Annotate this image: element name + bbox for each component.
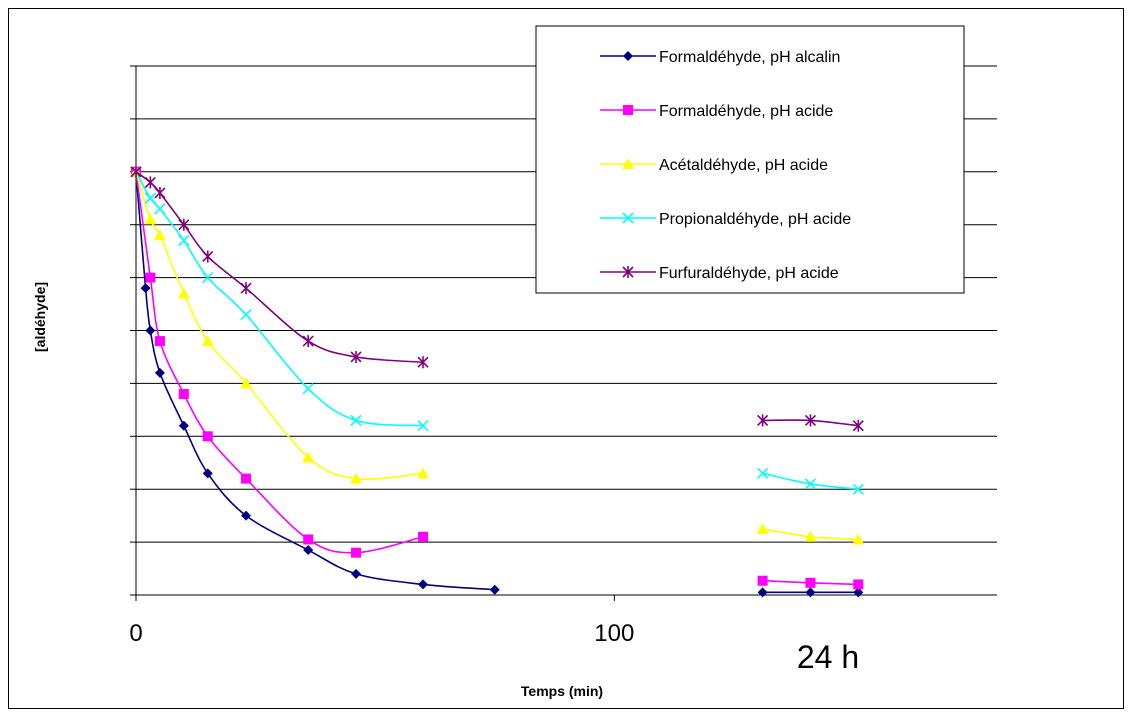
data-point <box>417 467 429 479</box>
data-point <box>153 229 166 241</box>
data-point <box>852 483 864 495</box>
data-point <box>350 350 362 363</box>
data-point <box>302 451 315 463</box>
data-point <box>178 420 189 431</box>
data-point <box>241 510 252 521</box>
data-point <box>130 165 142 178</box>
data-point <box>756 522 769 534</box>
data-point <box>202 468 213 479</box>
y-axis-title: [aldéhyde] <box>32 282 48 352</box>
series-5 <box>130 165 864 432</box>
x-tick-label: 0 <box>129 620 142 647</box>
data-point <box>303 545 314 556</box>
data-point <box>804 414 817 427</box>
data-point <box>154 203 166 215</box>
legend-item: Furfuraldéhyde, pH acide <box>600 265 839 282</box>
legend-label: Formaldéhyde, pH acide <box>659 103 833 120</box>
legend-box <box>535 25 965 294</box>
tick-labels: 0 100 <box>129 620 634 647</box>
data-point <box>302 335 314 348</box>
data-point <box>417 420 429 432</box>
legend-item: Propionaldéhyde, pH acide <box>600 211 851 228</box>
data-point <box>303 534 314 545</box>
data-point <box>202 272 214 284</box>
data-point <box>178 388 189 399</box>
legend-swatch-marker <box>623 51 633 61</box>
series-1 <box>131 166 864 598</box>
data-point <box>805 577 816 588</box>
data-point <box>154 336 165 347</box>
data-point <box>757 575 768 586</box>
data-point <box>201 335 214 347</box>
legend-swatch-marker <box>622 158 634 169</box>
data-point <box>145 325 156 336</box>
data-point <box>757 587 768 598</box>
series-line-4-late <box>762 472 859 490</box>
legend-label: Formaldéhyde, pH alcalin <box>659 49 840 66</box>
data-point <box>302 383 314 395</box>
data-point <box>140 283 151 294</box>
legend-swatch-marker <box>622 212 634 224</box>
legend-label: Acétaldéhyde, pH acide <box>659 157 828 174</box>
series-line-5-early <box>135 171 424 364</box>
data-point <box>144 213 157 225</box>
data-point <box>178 235 190 247</box>
data-point <box>417 356 429 369</box>
data-point <box>202 250 214 263</box>
data-point <box>757 414 769 427</box>
data-point <box>154 186 166 199</box>
data-point <box>853 587 864 598</box>
annotation-24h: 24 h <box>797 639 859 675</box>
data-point <box>489 584 500 595</box>
data-point <box>240 377 253 389</box>
data-point <box>804 478 817 490</box>
x-axis-title: Temps (min) <box>521 683 603 699</box>
data-point <box>240 309 252 321</box>
series-line-4-early <box>135 171 424 427</box>
data-point <box>144 176 156 189</box>
series-3 <box>130 165 865 545</box>
data-point <box>757 467 769 479</box>
data-point <box>805 587 816 598</box>
data-point <box>418 579 428 590</box>
data-point <box>852 419 864 432</box>
data-point <box>350 472 363 484</box>
data-point <box>241 473 252 484</box>
legend: Formaldéhyde, pH alcalin Formaldéhyde, pH… <box>535 25 965 294</box>
data-point <box>351 547 362 558</box>
series-group <box>130 165 865 598</box>
data-point <box>178 218 190 231</box>
legend-item: Acétaldéhyde, pH acide <box>600 157 828 174</box>
legend-label: Furfuraldéhyde, pH acide <box>659 265 839 282</box>
legend-swatch-marker <box>623 105 633 115</box>
data-point <box>240 282 252 295</box>
data-point <box>350 414 362 426</box>
data-point <box>351 568 362 579</box>
x-tick-label: 100 <box>594 620 634 647</box>
legend-label: Propionaldéhyde, pH acide <box>659 211 851 228</box>
data-point <box>852 533 865 545</box>
data-point <box>144 192 156 204</box>
data-point <box>202 431 213 442</box>
data-point <box>853 579 864 590</box>
data-point <box>177 287 190 299</box>
legend-swatch-marker <box>622 266 634 278</box>
series-2 <box>131 166 864 590</box>
data-point <box>418 531 428 542</box>
data-point <box>154 367 165 378</box>
legend-item: Formaldéhyde, pH alcalin <box>600 49 840 66</box>
legend-item: Formaldéhyde, pH acide <box>600 103 833 120</box>
data-point <box>145 272 156 283</box>
data-point <box>804 530 817 542</box>
